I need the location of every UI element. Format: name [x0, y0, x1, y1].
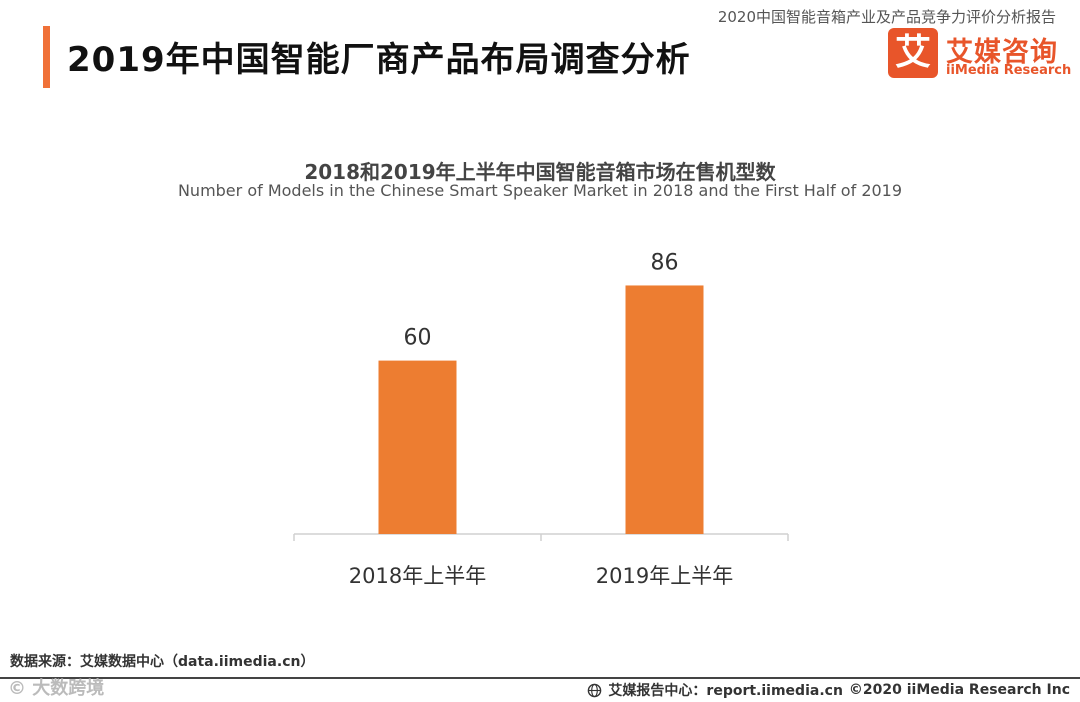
chart-subtitle: Number of Models in the Chinese Smart Sp… — [177, 181, 903, 200]
bar-value-label: 86 — [651, 250, 679, 275]
brand-icon: 艾 — [888, 28, 938, 78]
page-title: 2019年中国智能厂商产品布局调查分析 — [67, 40, 691, 80]
chart-title: 2018和2019年上半年中国智能音箱市场在售机型数 — [304, 160, 776, 184]
title-accent-bar — [43, 26, 50, 88]
footer-divider — [0, 677, 1080, 679]
data-source: 数据来源：艾媒数据中心（data.iimedia.cn） — [10, 654, 315, 670]
bar — [625, 285, 704, 534]
brand-logo: 艾 艾媒咨询 iiMedia Research — [888, 28, 1071, 84]
report-center-link[interactable]: 艾媒报告中心：report.iimedia.cn — [608, 683, 843, 699]
bar — [378, 360, 457, 534]
globe-icon — [588, 683, 602, 697]
copyright: ©2020 iiMedia Research Inc — [848, 682, 1070, 698]
brand-name-cn: 艾媒咨询 — [946, 37, 1058, 68]
brand-name-en: iiMedia Research — [946, 63, 1072, 78]
x-tick-label: 2018年上半年 — [349, 564, 486, 588]
footer-info: 艾媒报告中心：report.iimedia.cn ©2020 iiMedia R… — [587, 680, 1070, 700]
report-name: 2020中国智能音箱产业及产品竞争力评价分析报告 — [717, 8, 1056, 26]
bar-value-label: 60 — [404, 326, 432, 351]
x-tick-label: 2019年上半年 — [596, 564, 733, 588]
watermark: © 大数跨境 — [8, 678, 105, 699]
